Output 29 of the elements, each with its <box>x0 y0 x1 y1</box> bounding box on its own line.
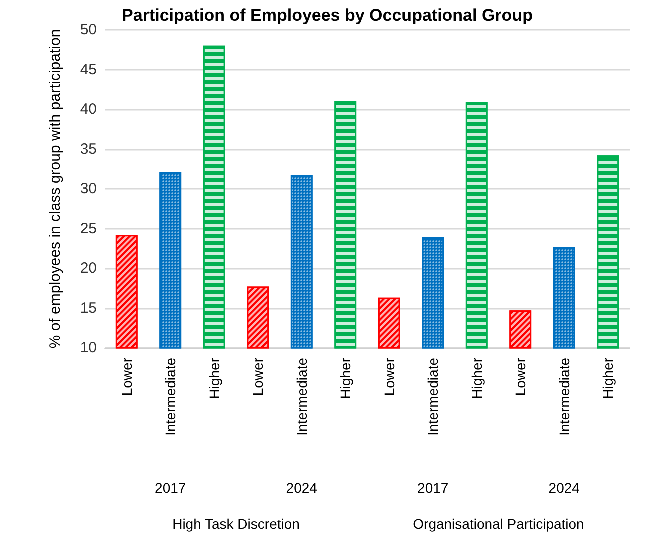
x-tick-label: Intermediate <box>556 358 572 436</box>
chart-title: Participation of Employees by Occupational Group <box>122 6 533 25</box>
text: High Task Discretion <box>172 516 300 532</box>
x-tick-label: Higher <box>206 358 222 400</box>
text: 2024 <box>548 480 580 496</box>
y-tick-label: 25 <box>80 220 97 238</box>
y-tick-label: 30 <box>80 180 97 198</box>
y-tick-label: 50 <box>80 22 97 38</box>
x-tick-label: Higher <box>600 358 616 400</box>
y-axis-title: % of employees in class group with participation <box>47 29 64 349</box>
x-tick-label: Lower <box>118 358 135 396</box>
x-tick-label: Higher <box>468 358 485 400</box>
text: 2017 <box>418 480 449 496</box>
x-tick-label: Higher <box>338 358 354 400</box>
text: 2024 <box>286 480 318 496</box>
y-tick-label: 10 <box>80 340 97 356</box>
x-tick-label: Intermediate <box>162 358 179 436</box>
y-tick-label: 20 <box>80 260 97 277</box>
y-tick-label: 35 <box>80 140 97 158</box>
text: Organisational Participation <box>413 516 584 532</box>
text: 2017 <box>155 480 186 496</box>
x-tick-label: Intermediate <box>425 358 442 436</box>
x-tick-label: Intermediate <box>294 358 310 436</box>
y-tick-label: 45 <box>80 61 97 78</box>
x-tick-label: Lower <box>250 358 266 396</box>
x-tick-label: Lower <box>381 358 398 396</box>
y-tick-label: 40 <box>80 101 97 118</box>
x-tick-label: Lower <box>512 358 529 396</box>
y-tick-label: 15 <box>80 300 97 317</box>
